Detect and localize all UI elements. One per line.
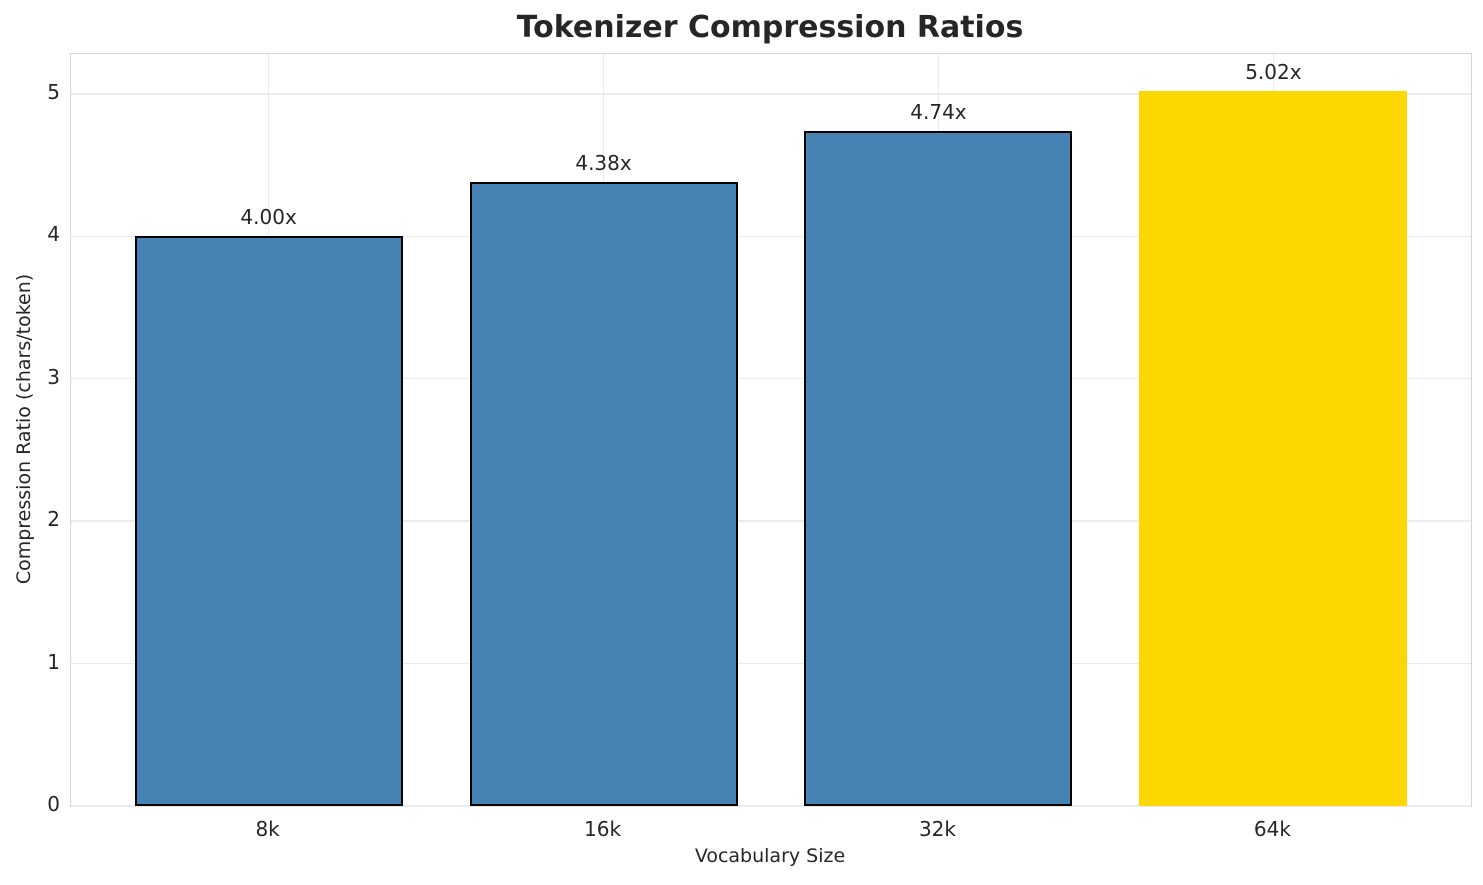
bar-16k: [469, 182, 738, 806]
bar-value-label: 4.38x: [575, 151, 632, 176]
y-axis-label: Compression Ratio (chars/token): [13, 273, 35, 585]
bar-8k: [134, 236, 403, 806]
x-axis-label: Vocabulary Size: [694, 845, 846, 867]
gridline-horizontal: [71, 377, 1471, 380]
gridline-horizontal: [71, 805, 1471, 807]
bar-value-label: 4.74x: [910, 99, 967, 124]
x-tick-label: 8k: [255, 817, 280, 841]
bar-value-label: 4.00x: [240, 205, 297, 230]
bar-64k: [1139, 91, 1408, 806]
x-tick-label: 32k: [918, 817, 956, 841]
bar-32k: [804, 130, 1073, 806]
y-tick-label: 1: [47, 649, 60, 674]
bar-value-label: 5.02x: [1245, 60, 1302, 85]
y-tick-label: 0: [47, 792, 60, 816]
plot-area: 4.00x 4.38x 4.74x 5.02x: [70, 53, 1472, 807]
chart-title: Tokenizer Compression Ratios: [516, 10, 1024, 45]
y-tick-label: 2: [47, 507, 60, 532]
y-tick-label: 3: [47, 364, 60, 389]
x-tick-label: 16k: [584, 817, 622, 841]
gridline-horizontal: [71, 520, 1471, 522]
gridline-horizontal: [71, 662, 1471, 665]
gridline-horizontal: [71, 235, 1471, 238]
x-tick-label: 64k: [1253, 817, 1291, 841]
y-tick-label: 5: [47, 79, 60, 104]
gridline-horizontal: [71, 93, 1471, 95]
y-tick-label: 4: [47, 222, 60, 247]
